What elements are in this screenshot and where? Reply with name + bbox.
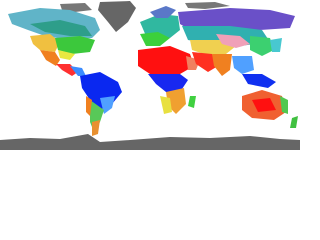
europe [140,6,180,46]
region [150,6,176,18]
region [86,96,92,116]
region [40,50,60,66]
region [160,96,172,114]
region [280,96,288,114]
region [140,32,170,46]
polar-ice [0,1,300,150]
region [30,20,92,36]
africa [138,46,200,114]
region [70,66,86,76]
region [92,120,100,136]
page [0,0,300,150]
region [216,34,250,48]
region [58,50,75,60]
region [270,38,282,52]
region [242,74,276,88]
south-america [80,72,122,136]
region [252,98,276,112]
region [178,8,295,30]
region [188,96,196,108]
region [212,54,232,76]
region [232,56,254,74]
arctic-islands [60,3,92,12]
region [100,96,115,114]
australia [242,90,298,128]
greenland [98,1,136,32]
region [55,36,95,54]
region [250,36,274,56]
new-zealand [290,116,298,128]
north-america [8,8,100,76]
asia [178,8,295,88]
region [138,46,194,74]
region [148,74,188,92]
region [192,52,218,72]
antarctica [0,134,300,150]
arctic-islands [185,2,230,9]
region [30,34,60,52]
climate-map [0,0,300,150]
